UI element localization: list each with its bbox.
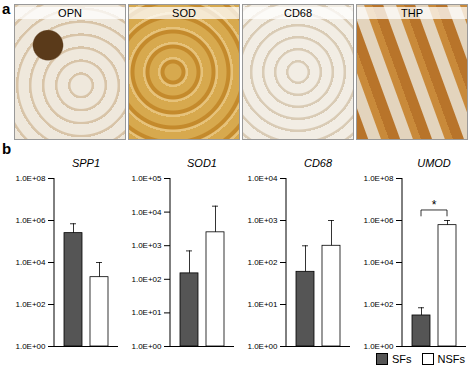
svg-text:*: * (432, 198, 437, 212)
html-text:CD68: CD68 (283, 7, 313, 19)
svg-text:1.0E+02: 1.0E+02 (363, 300, 394, 309)
html-text:NSFs: NSFs (437, 353, 465, 365)
svg-text:1.0E+00: 1.0E+00 (131, 342, 162, 351)
svg-text:1.0E+02: 1.0E+02 (247, 258, 278, 267)
html-text:SOD: SOD (172, 7, 196, 19)
svg-text:1.0E+02: 1.0E+02 (15, 300, 46, 309)
svg-text:1.0E+04: 1.0E+04 (363, 258, 394, 267)
html-text:OPN: OPN (58, 7, 82, 19)
html-text:SOD1: SOD1 (187, 157, 217, 169)
svg-text:1.0E+04: 1.0E+04 (247, 174, 278, 183)
svg-text:1.0E+01: 1.0E+01 (247, 300, 278, 309)
svg-text:1.0E+04: 1.0E+04 (131, 208, 162, 217)
svg-text:1.0E+08: 1.0E+08 (363, 174, 394, 183)
html-text:a: a (2, 0, 11, 17)
svg-text:1.0E+03: 1.0E+03 (247, 216, 278, 225)
svg-text:1.0E+06: 1.0E+06 (363, 216, 394, 225)
html-text:SPP1: SPP1 (71, 157, 101, 169)
svg-text:1.0E+05: 1.0E+05 (131, 174, 162, 183)
svg-text:1.0E+02: 1.0E+02 (131, 275, 162, 284)
html-text:SFs: SFs (391, 353, 412, 365)
html-text:UMOD: UMOD (417, 157, 451, 169)
svg-text:1.0E+01: 1.0E+01 (131, 308, 162, 317)
svg-text:1.0E+06: 1.0E+06 (15, 216, 46, 225)
svg-text:1.0E+00: 1.0E+00 (363, 342, 394, 351)
svg-text:1.0E+00: 1.0E+00 (247, 342, 278, 351)
svg-text:1.0E+03: 1.0E+03 (131, 241, 162, 250)
html-text:THP: THP (401, 7, 423, 19)
svg-text:1.0E+04: 1.0E+04 (15, 258, 46, 267)
svg-text:1.0E+08: 1.0E+08 (15, 174, 46, 183)
svg-text:1.0E+00: 1.0E+00 (15, 342, 46, 351)
html-text:b: b (2, 140, 12, 157)
html-text:CD68: CD68 (303, 157, 333, 169)
